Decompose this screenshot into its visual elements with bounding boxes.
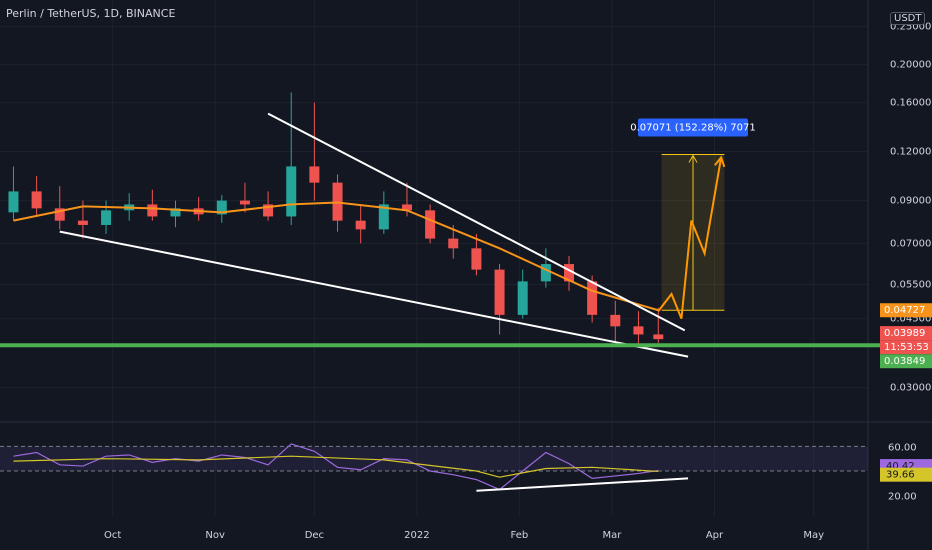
y-tick-label: 0.03000 (890, 383, 931, 394)
rsi-tick-label: 20.00 (888, 492, 917, 503)
x-tick-label: May (803, 530, 824, 541)
price-label: 0.03989 (884, 328, 925, 339)
candle-body (448, 238, 459, 249)
candle-body (77, 220, 88, 225)
trendline (267, 112, 686, 332)
candle-body (263, 204, 274, 217)
candle-body (54, 208, 65, 221)
y-tick-label: 0.05500 (890, 279, 931, 290)
price-label-box (880, 303, 932, 318)
price-label-box (880, 340, 932, 355)
rsi-ma-line (13, 455, 659, 478)
rsi-value-label: 39.66 (886, 470, 915, 481)
candle-body (401, 204, 412, 211)
candle-body (564, 264, 575, 282)
y-tick-label: 0.04500 (890, 314, 931, 325)
chart-title: Perlin / TetherUS, 1D, BINANCE (6, 7, 176, 20)
rsi-line (13, 443, 659, 491)
candle-body (633, 326, 644, 335)
trendlines (59, 112, 689, 358)
candle-body (653, 334, 664, 340)
x-tick-label: Nov (205, 530, 225, 541)
candle-body (540, 264, 551, 282)
candle-body (101, 210, 112, 225)
candle-body (425, 210, 436, 239)
projection-arrow-head (714, 155, 726, 168)
x-tick-label: Mar (603, 530, 623, 541)
candle-body (587, 281, 598, 315)
y-tick-label: 0.25000 (890, 22, 931, 33)
x-tick-label: 2022 (404, 530, 429, 541)
x-tick-label: Dec (305, 530, 324, 541)
candle-body (494, 269, 505, 315)
x-tick-label: Feb (511, 530, 529, 541)
candle-body (239, 200, 250, 205)
moving-average (13, 201, 659, 312)
candle-body (286, 166, 297, 217)
x-tick-label: Oct (104, 530, 121, 541)
target-box-arrow-head (688, 154, 698, 163)
candle-body (147, 204, 158, 217)
projection-path (657, 155, 726, 319)
x-tick-label: Apr (706, 530, 724, 541)
y-tick-label: 0.07000 (890, 238, 931, 249)
ma-line (13, 201, 659, 312)
time-axis: Oct Nov Dec 2022 Feb Mar Apr May (104, 530, 824, 541)
rsi-value-box (880, 467, 932, 482)
rsi-trendline (476, 477, 689, 492)
candle-body (216, 200, 227, 215)
rsi-value-label: 40.42 (886, 461, 915, 472)
trendline (59, 230, 689, 358)
price-axis: 0.25000 0.20000 0.16000 0.12000 0.09000 0.070… (890, 22, 931, 394)
measure-label-box (638, 118, 749, 137)
candle-body (355, 220, 366, 230)
price-label: 0.03849 (884, 356, 925, 367)
price-labels: 0.04727 0.03989 11:53:53 0.03849 (880, 303, 932, 369)
price-label-box (880, 354, 932, 369)
candles (8, 92, 664, 348)
measure-label: 0.07071 (152.28%) 7071 (630, 122, 755, 133)
candle-body (378, 204, 389, 230)
currency-button[interactable]: USDT (890, 12, 926, 25)
candle-body (517, 281, 528, 315)
y-tick-label: 0.16000 (890, 98, 931, 109)
y-tick-label: 0.12000 (890, 147, 931, 158)
target-box: 0.07071 (152.28%) 7071 (630, 118, 756, 311)
projection-line (657, 157, 723, 319)
price-label-box (880, 326, 932, 341)
candle-body (8, 191, 19, 213)
y-tick-label: 0.09000 (890, 196, 931, 207)
price-label: 0.04727 (884, 305, 925, 316)
candle-body (309, 166, 320, 183)
candle-body (471, 248, 482, 270)
y-tick-label: 0.20000 (890, 60, 931, 71)
candle-body (170, 208, 181, 217)
candle-body (610, 314, 621, 327)
rsi-tick-label: 60.00 (888, 442, 917, 453)
price-label: 11:53:53 (884, 342, 929, 353)
candle-body (31, 191, 42, 209)
